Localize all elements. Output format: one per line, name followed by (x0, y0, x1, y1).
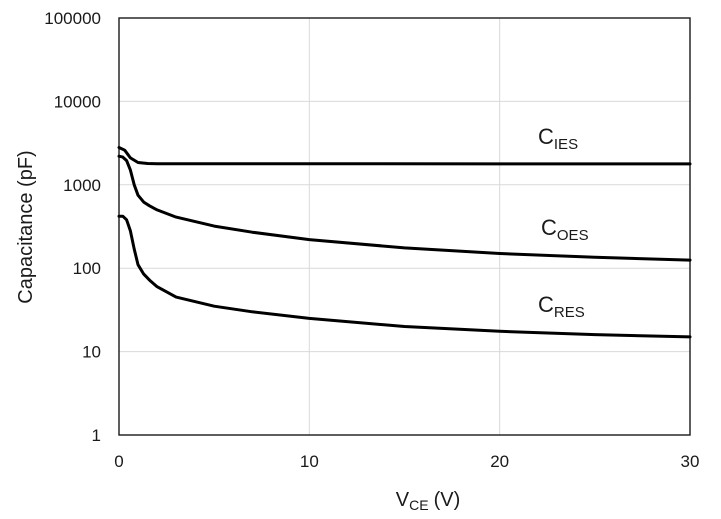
y-tick-label: 1 (92, 426, 101, 445)
x-tick-label: 20 (490, 452, 509, 471)
series-lines (117, 146, 692, 339)
x-tick-label: 0 (114, 452, 123, 471)
x-axis-title: VCE (V) (396, 489, 460, 513)
x-axis-title-unit: (V) (434, 489, 461, 511)
grid-lines (119, 18, 690, 435)
plot-area (118, 17, 691, 436)
series-label-cies: CIES (538, 124, 578, 153)
x-tick-label: 30 (681, 452, 700, 471)
x-axis-title-sub: CE (409, 497, 428, 513)
series-label-cres: CRES (538, 292, 585, 321)
series-line-c-oes (117, 154, 692, 262)
series-label-cies-main: C (538, 124, 554, 149)
y-tick-label: 100000 (44, 9, 101, 28)
series-line-c-res (117, 214, 692, 339)
y-axis-title: Capacitance (pF) (15, 150, 37, 303)
y-tick-label: 10 (82, 343, 101, 362)
series-label-coes-main: C (541, 215, 557, 240)
y-tick-label: 1000 (63, 176, 101, 195)
series-label-coes-sub: OES (557, 227, 589, 244)
x-tick-labels: 0 10 20 30 (114, 452, 699, 471)
series-label-cies-sub: IES (554, 136, 578, 153)
x-tick-label: 10 (300, 452, 319, 471)
series-line-c-ies (117, 146, 692, 166)
series-label-cres-sub: RES (554, 304, 585, 321)
x-axis-title-main: V (396, 489, 410, 511)
y-tick-label: 100 (73, 259, 101, 278)
series-label-coes: COES (541, 215, 589, 244)
y-tick-label: 10000 (54, 92, 101, 111)
y-tick-labels: 1 10 100 1000 10000 100000 (44, 9, 101, 445)
series-label-cres-main: C (538, 292, 554, 317)
